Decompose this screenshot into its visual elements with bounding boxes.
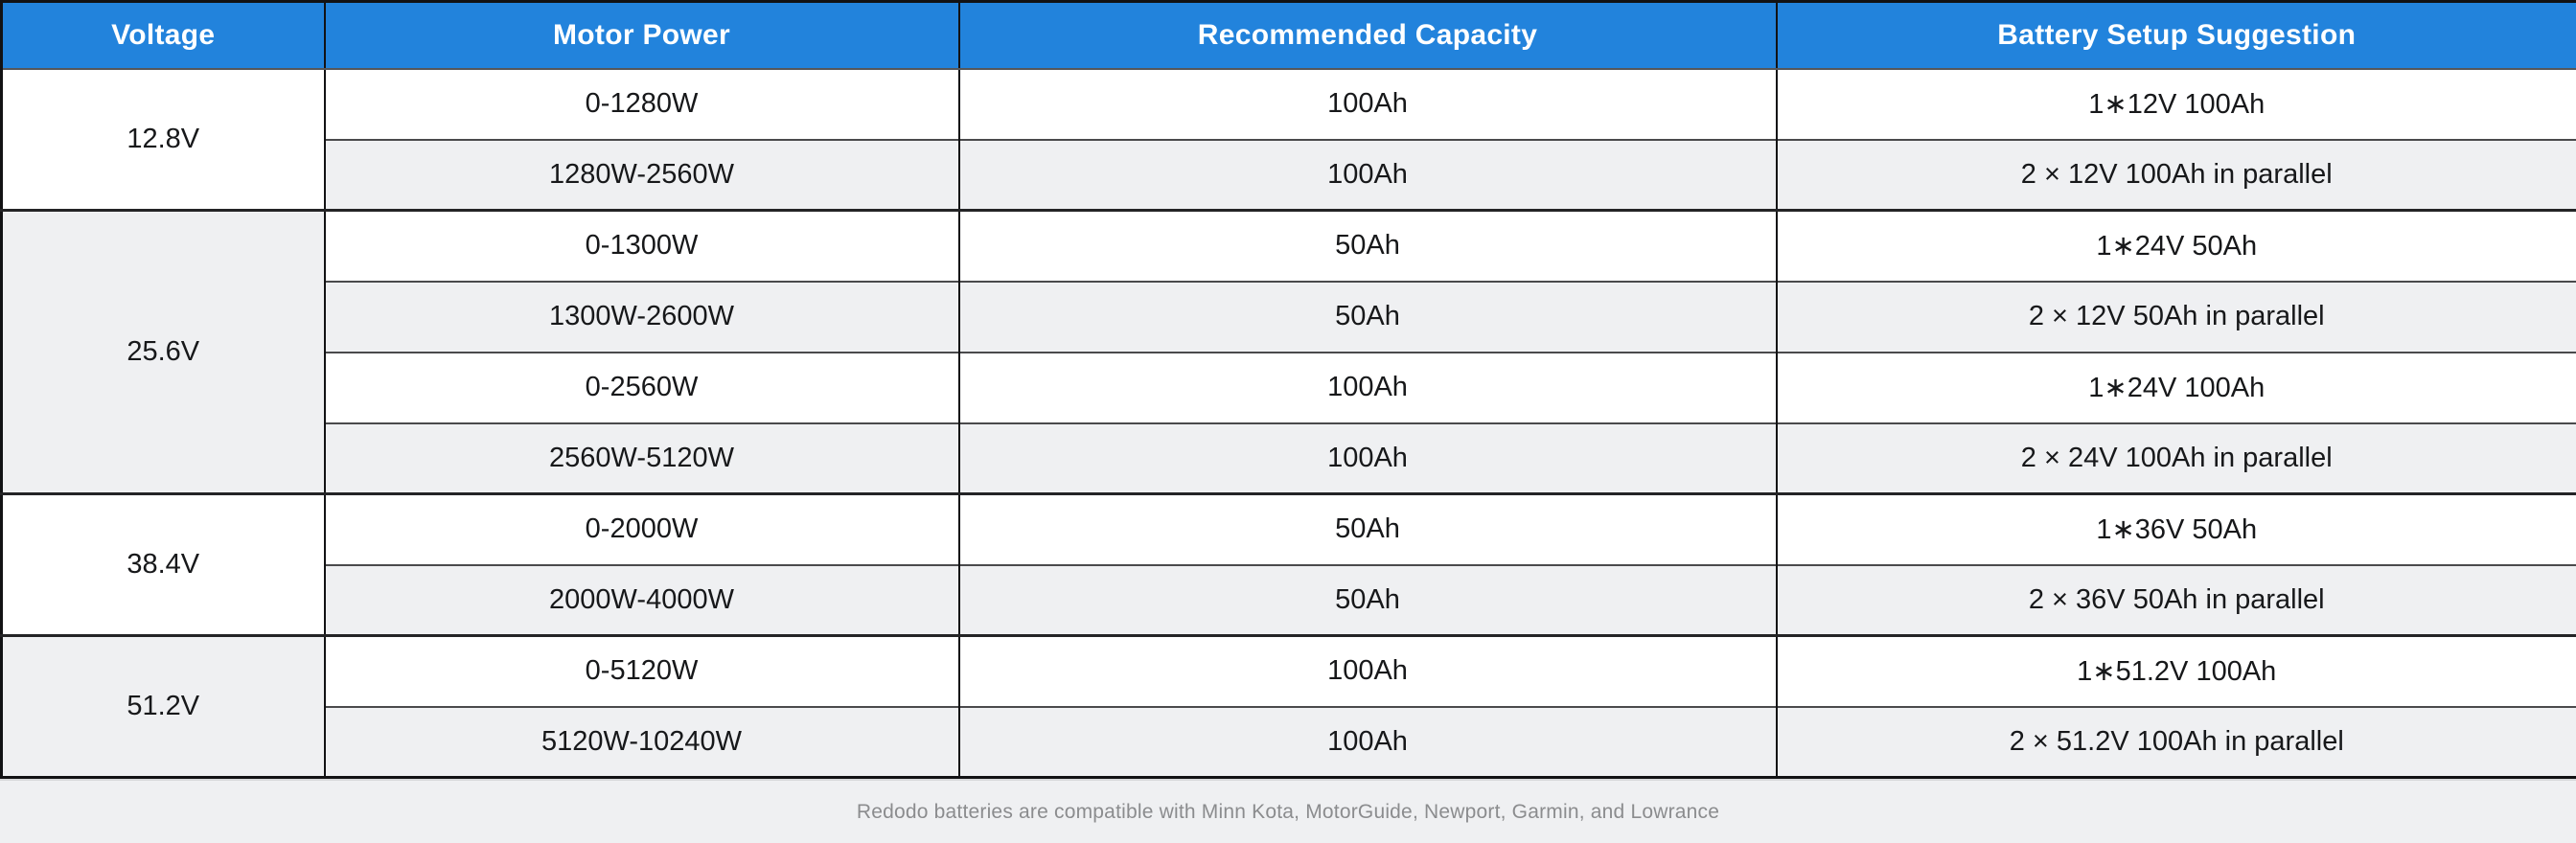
motor-power-cell: 1300W-2600W — [324, 280, 960, 353]
capacity-cell: 50Ah — [958, 280, 1778, 353]
setup-cell: 2 × 51.2V 100Ah in parallel — [1776, 705, 2576, 778]
motor-power-cell: 0-1300W — [324, 209, 960, 282]
capacity-cell: 50Ah — [958, 563, 1778, 636]
table-row: 1300W-2600W 50Ah 2 × 12V 50Ah in parallel — [2, 280, 2576, 353]
header-row: Voltage Motor Power Recommended Capacity… — [1, 1, 2576, 70]
column-header-voltage: Voltage — [1, 1, 326, 70]
table-header: Voltage Motor Power Recommended Capacity… — [1, 1, 2576, 70]
voltage-cell: 38.4V — [1, 492, 326, 636]
capacity-cell: 50Ah — [958, 209, 1778, 282]
table-row: 25.6V 0-1300W 50Ah 1∗24V 50Ah — [1, 209, 2576, 494]
column-header-motor-power: Motor Power — [324, 1, 960, 70]
table-row: 1280W-2560W 100Ah 2 × 12V 100Ah in paralle… — [2, 138, 2576, 211]
motor-power-cell: 1280W-2560W — [324, 138, 960, 211]
setup-cell: 2 × 24V 100Ah in parallel — [1776, 422, 2576, 494]
setup-cell: 1∗51.2V 100Ah — [1776, 634, 2576, 707]
table-row: 2000W-4000W 50Ah 2 × 36V 50Ah in parallel — [2, 563, 2576, 636]
capacity-cell: 100Ah — [958, 705, 1778, 778]
capacity-cell: 100Ah — [958, 68, 1778, 140]
capacity-cell: 50Ah — [958, 492, 1778, 565]
spec-table-body: 12.8V 0-1280W 100Ah 1∗12V 100Ah 1280W-2560W 1… — [1, 68, 2576, 778]
table-row: 12.8V 0-1280W 100Ah 1∗12V 100Ah — [1, 68, 2576, 211]
column-header-battery-setup-suggestion: Battery Setup Suggestion — [1776, 1, 2576, 70]
setup-cell: 1∗24V 50Ah — [1776, 209, 2576, 282]
setup-cell: 2 × 12V 50Ah in parallel — [1776, 280, 2576, 353]
voltage-cell: 12.8V — [1, 68, 326, 211]
table-row: 38.4V 0-2000W 50Ah 1∗36V 50Ah — [1, 492, 2576, 636]
column-header-recommended-capacity: Recommended Capacity — [958, 1, 1778, 70]
setup-cell: 1∗12V 100Ah — [1776, 68, 2576, 140]
motor-power-cell: 0-2000W — [324, 492, 960, 565]
table-row: 2560W-5120W 100Ah 2 × 24V 100Ah in paralle… — [2, 422, 2576, 494]
setup-cell: 2 × 36V 50Ah in parallel — [1776, 563, 2576, 636]
setup-cell: 1∗36V 50Ah — [1776, 492, 2576, 565]
motor-power-cell: 0-5120W — [324, 634, 960, 707]
motor-power-cell: 2560W-5120W — [324, 422, 960, 494]
capacity-cell: 100Ah — [958, 422, 1778, 494]
setup-cell: 2 × 12V 100Ah in parallel — [1776, 138, 2576, 211]
setup-cell: 1∗24V 100Ah — [1776, 351, 2576, 423]
table-row: 5120W-10240W 100Ah 2 × 51.2V 100Ah in para… — [2, 705, 2576, 778]
capacity-cell: 100Ah — [958, 351, 1778, 423]
battery-spec-table: Voltage Motor Power Recommended Capacity… — [0, 0, 2576, 779]
compatibility-note: Redodo batteries are compatible with Min… — [856, 800, 1720, 823]
voltage-cell: 25.6V — [1, 209, 326, 494]
voltage-cell: 51.2V — [1, 634, 326, 778]
compatibility-footer: Redodo batteries are compatible with Min… — [0, 779, 2576, 843]
capacity-cell: 100Ah — [958, 138, 1778, 211]
table-row: 0-2560W 100Ah 1∗24V 100Ah — [2, 351, 2576, 423]
motor-power-cell: 0-1280W — [324, 68, 960, 140]
capacity-cell: 100Ah — [958, 634, 1778, 707]
table-row: 51.2V 0-5120W 100Ah 1∗51.2V 100Ah — [1, 634, 2576, 778]
motor-power-cell: 2000W-4000W — [324, 563, 960, 636]
motor-power-cell: 0-2560W — [324, 351, 960, 423]
motor-power-cell: 5120W-10240W — [324, 705, 960, 778]
